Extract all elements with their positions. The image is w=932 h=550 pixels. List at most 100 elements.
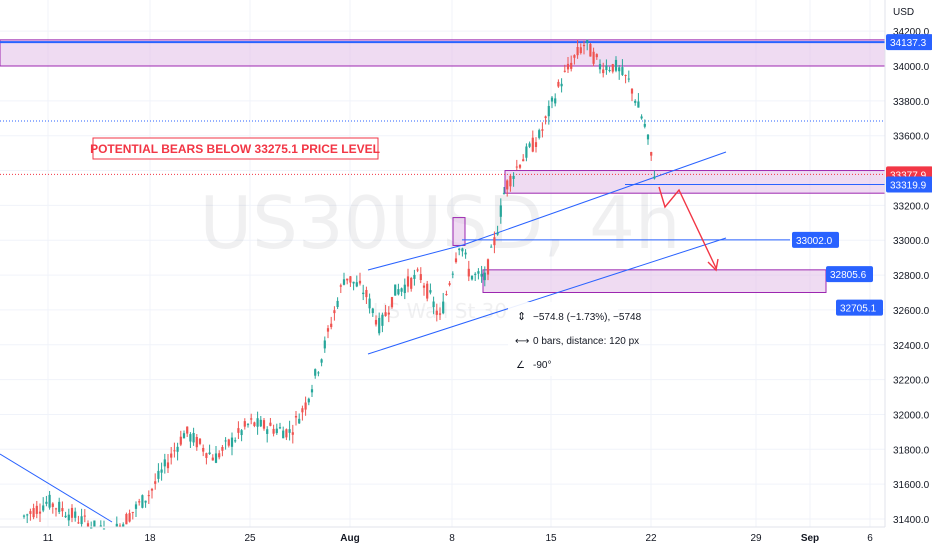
candle-body — [637, 101, 640, 108]
annotation-text: POTENTIAL BEARS BELOW 33275.1 PRICE LEVE… — [90, 142, 380, 156]
candle-body — [35, 505, 38, 514]
candle-body — [528, 143, 531, 147]
channel-upper[interactable] — [462, 151, 727, 246]
candle-body — [566, 63, 570, 70]
candle-body — [42, 505, 45, 511]
price-label-33319.9: 33319.9 — [886, 176, 932, 193]
candle-body — [54, 508, 58, 510]
candle-body — [22, 515, 26, 517]
candle-body — [307, 398, 310, 403]
candle-body — [38, 511, 42, 514]
candle-body — [467, 268, 470, 277]
candle-body — [259, 419, 262, 427]
candle-body — [330, 323, 333, 328]
candle-body — [179, 436, 182, 445]
demand-zone-low[interactable] — [482, 269, 827, 294]
candle-body — [522, 159, 525, 162]
candle-body — [474, 273, 477, 275]
measure-line-2: 0 bars, distance: 120 px — [533, 336, 639, 347]
candle-body — [445, 294, 448, 296]
candle-body — [426, 283, 429, 299]
candle-body — [355, 282, 358, 287]
time-tick-label: Aug — [340, 533, 359, 544]
candle-body — [189, 434, 192, 442]
candle-body — [518, 165, 522, 168]
time-axis[interactable]: 11 18 25 Aug 8 15 22 29 Sep 6 — [0, 526, 885, 544]
candle-body — [541, 129, 544, 131]
candle-body — [400, 288, 403, 292]
candle-body — [438, 313, 442, 315]
candle-body — [502, 192, 506, 194]
candle-body — [614, 59, 618, 71]
candle-body — [630, 88, 634, 94]
candle-body — [125, 514, 128, 525]
candle-body — [195, 436, 198, 448]
candle-body — [570, 62, 573, 69]
candle-body — [266, 429, 269, 434]
candle-body — [298, 418, 301, 424]
candle-body — [506, 180, 509, 190]
trend-line-lower-left[interactable] — [0, 453, 113, 523]
candle-body — [634, 100, 637, 103]
trend-lines[interactable] — [0, 41, 885, 523]
candle-body — [362, 292, 365, 295]
price-axis[interactable]: 31400.0 31600.0 31800.0 32000.0 32200.0 32400… — [884, 0, 930, 527]
candle-body — [122, 524, 125, 527]
candle-body — [605, 65, 608, 71]
small-zone[interactable] — [452, 217, 466, 246]
resistance-zone-top[interactable] — [0, 39, 886, 67]
candle-body — [387, 312, 390, 315]
channel-lower[interactable] — [367, 237, 727, 355]
candle-body — [435, 310, 438, 315]
candle-body — [342, 279, 346, 285]
candle-body — [227, 439, 230, 446]
measure-line-3: -90° — [533, 360, 551, 371]
candle-body — [557, 81, 560, 87]
candle-body — [310, 389, 314, 393]
candle-body — [477, 271, 480, 274]
candle-body — [621, 67, 624, 75]
candle-body — [358, 280, 362, 284]
candle-body — [323, 340, 326, 349]
candle-body — [429, 290, 432, 293]
measure-icon-range: ⇕ — [517, 310, 526, 323]
price-tick-label: 31600.0 — [893, 480, 930, 491]
candle-body — [138, 501, 141, 503]
projection-path — [658, 186, 717, 269]
price-label-32805.6: 32805.6 — [826, 266, 873, 283]
candle-body — [214, 453, 218, 463]
candle-body — [269, 422, 272, 426]
candle-body — [560, 83, 563, 87]
candle-body — [150, 488, 154, 491]
candle-body — [531, 137, 534, 152]
candle-body — [419, 274, 422, 281]
candle-body — [144, 500, 147, 503]
candle-body — [483, 272, 486, 281]
candle-body — [202, 447, 205, 452]
price-tick-label: 32600.0 — [893, 306, 930, 317]
candle-body — [544, 116, 547, 119]
zones[interactable] — [0, 39, 886, 294]
candle-body — [253, 422, 256, 426]
time-tick-label: Sep — [801, 533, 819, 544]
channel-upper-left[interactable] — [367, 244, 464, 271]
projection-arrow[interactable] — [658, 186, 719, 272]
time-tick-label: 8 — [449, 533, 455, 544]
candle-body — [374, 319, 378, 325]
annotation-box[interactable]: POTENTIAL BEARS BELOW 33275.1 PRICE LEVE… — [90, 137, 380, 160]
candle-body — [512, 175, 515, 179]
candle-body — [646, 134, 650, 140]
candle-body — [166, 462, 170, 469]
candle-body — [45, 501, 48, 504]
candle-body — [461, 248, 464, 252]
candle-body — [282, 430, 285, 439]
candle-body — [99, 525, 102, 527]
candle-body — [653, 176, 656, 179]
candle-body — [406, 276, 410, 287]
measure-line-1: −574.8 (−1.73%), −5748 — [533, 312, 642, 323]
candle-body — [285, 429, 288, 438]
measure-icon-angle: ∠ — [516, 360, 525, 371]
candle-body — [288, 429, 291, 433]
